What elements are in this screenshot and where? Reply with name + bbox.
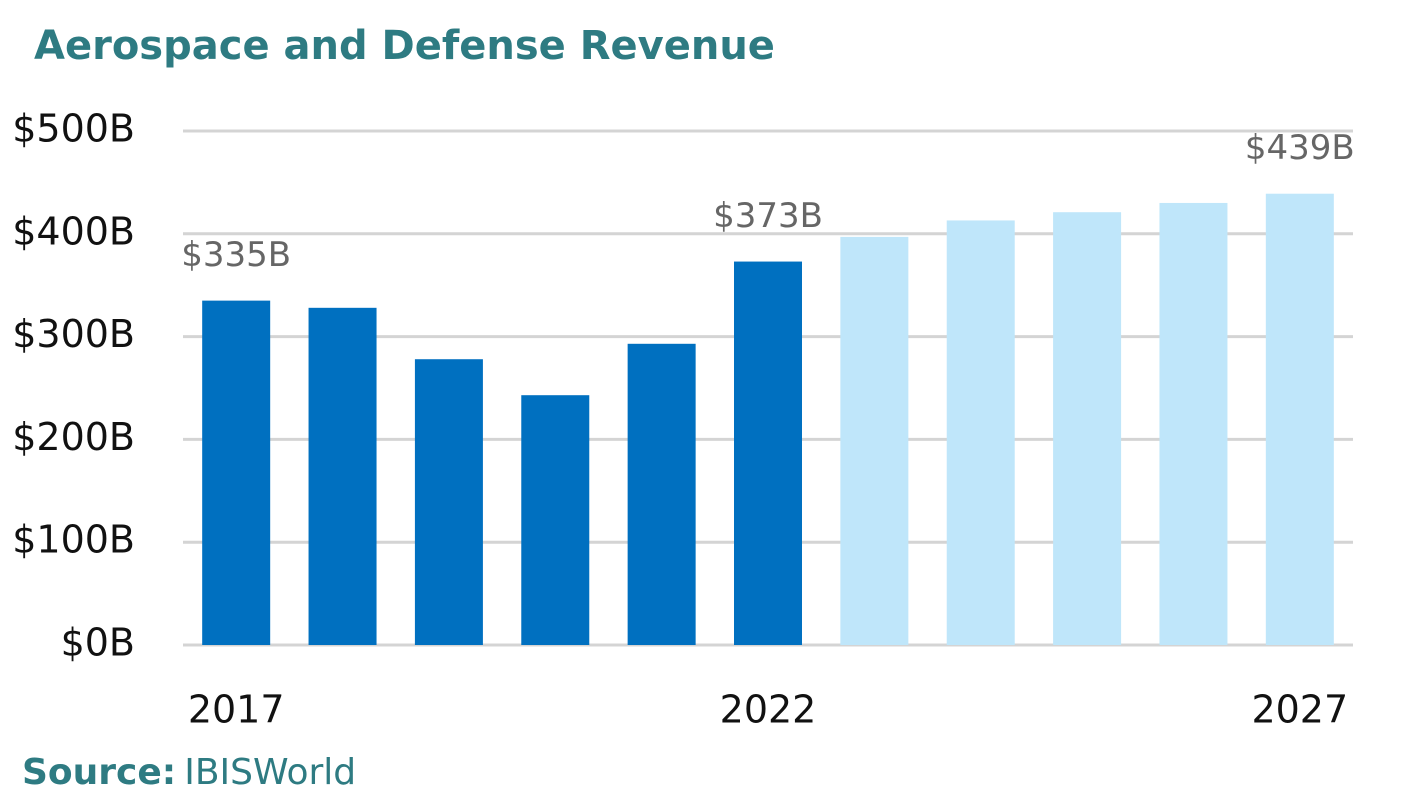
bar bbox=[202, 300, 271, 645]
y-tick-label: $300B bbox=[12, 312, 135, 356]
y-tick-label: $0B bbox=[61, 621, 135, 665]
bar bbox=[1159, 202, 1228, 645]
y-tick-label: $500B bbox=[12, 107, 135, 151]
value-label: $439B bbox=[1245, 128, 1355, 168]
source-label: Source: bbox=[22, 752, 176, 793]
bar bbox=[414, 359, 483, 645]
bar bbox=[1053, 212, 1122, 645]
x-tick-label: 2017 bbox=[188, 688, 285, 732]
value-label: $335B bbox=[181, 235, 291, 275]
chart-title: Aerospace and Defense Revenue bbox=[34, 23, 775, 69]
y-tick-label: $100B bbox=[12, 518, 135, 562]
y-tick-label: $400B bbox=[12, 209, 135, 253]
bar bbox=[521, 395, 590, 645]
source-name: IBISWorld bbox=[184, 752, 356, 793]
bar bbox=[946, 220, 1015, 645]
source: Source: IBISWorld bbox=[22, 752, 356, 793]
bar bbox=[734, 261, 802, 645]
y-tick-label: $200B bbox=[12, 415, 135, 459]
value-label: $373B bbox=[713, 196, 823, 236]
bar bbox=[627, 343, 696, 645]
x-tick-label: 2022 bbox=[720, 688, 817, 732]
x-tick-label: 2027 bbox=[1251, 688, 1348, 732]
bar bbox=[1265, 193, 1334, 645]
bar bbox=[840, 236, 909, 645]
bar bbox=[308, 307, 377, 645]
